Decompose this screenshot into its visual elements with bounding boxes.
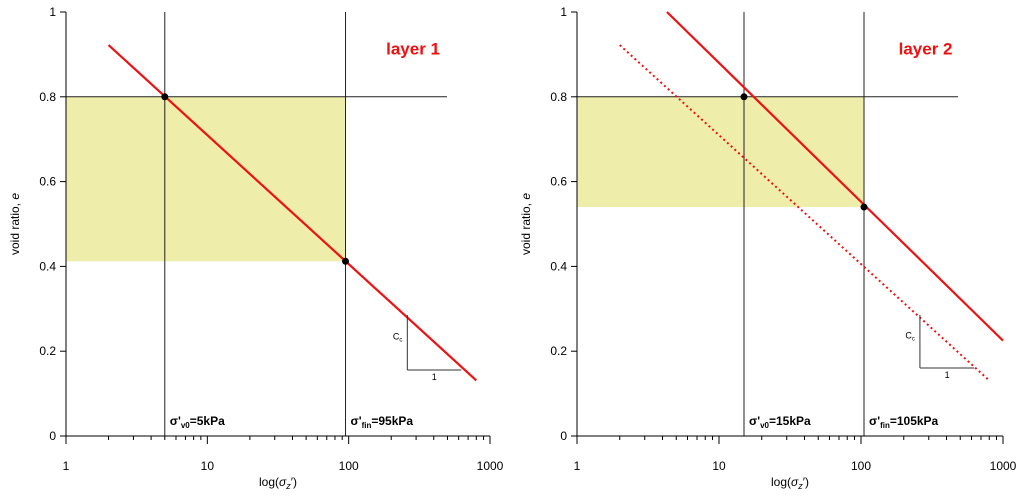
stress-annotation: σ'fin=105kPa bbox=[869, 414, 939, 430]
series-line-solid bbox=[107, 44, 478, 382]
shaded-band bbox=[577, 96, 865, 208]
y-tick-label: 0.6 bbox=[550, 175, 567, 189]
y-tick-label: 0 bbox=[49, 429, 56, 443]
slope-label: Cc bbox=[905, 331, 915, 343]
stress-annotation-part: =95kPa bbox=[371, 414, 413, 428]
data-point bbox=[860, 203, 868, 211]
x-axis-label-part: σ bbox=[791, 475, 799, 489]
x-tick-label: 1 bbox=[574, 459, 581, 473]
stress-annotation-part: =15kPa bbox=[769, 414, 811, 428]
slope-run-label: 1 bbox=[432, 372, 437, 382]
stress-annotation-part: σ' bbox=[170, 414, 181, 428]
y-axis-label: void ratio, e bbox=[8, 193, 22, 255]
y-axis-label-part: void ratio, bbox=[519, 200, 533, 255]
slope-label-part: C bbox=[905, 331, 912, 341]
y-axis-label-part: e bbox=[8, 193, 22, 200]
x-axis-label-part: z bbox=[285, 481, 291, 491]
slope-run-label: 1 bbox=[945, 370, 950, 380]
x-axis-label: log(σz′) bbox=[771, 475, 809, 491]
y-tick-label: 0.8 bbox=[39, 90, 56, 104]
x-axis-label-part: ′) bbox=[803, 475, 809, 489]
y-tick-label: 1 bbox=[49, 5, 56, 19]
x-tick-label: 1000 bbox=[477, 459, 504, 473]
series-line-solid bbox=[666, 11, 1004, 342]
stress-annotation-part: σ' bbox=[869, 414, 880, 428]
x-axis-label-part: log( bbox=[771, 475, 791, 489]
x-tick-label: 1000 bbox=[990, 459, 1017, 473]
y-tick-label: 0.4 bbox=[550, 259, 567, 273]
y-tick-label: 1 bbox=[560, 5, 567, 19]
stress-annotation-part: fin bbox=[880, 421, 890, 430]
x-axis-label-part: ′) bbox=[291, 475, 297, 489]
x-axis-label-part: log( bbox=[259, 475, 279, 489]
stress-annotation: σ'fin=95kPa bbox=[351, 414, 414, 430]
y-axis-label-part: void ratio, bbox=[8, 200, 22, 255]
slope-label-part: c bbox=[912, 337, 915, 343]
y-tick-label: 0 bbox=[560, 429, 567, 443]
shaded-band bbox=[66, 96, 346, 262]
stress-annotation: σ'v0=5kPa bbox=[170, 414, 225, 430]
x-axis-label-part: z bbox=[797, 481, 803, 491]
x-tick-label: 100 bbox=[339, 459, 359, 473]
x-tick-label: 100 bbox=[851, 459, 871, 473]
slope-label-part: c bbox=[399, 338, 402, 344]
data-point bbox=[740, 93, 748, 101]
y-tick-label: 0.8 bbox=[550, 90, 567, 104]
chart-title: layer 2 bbox=[899, 39, 953, 58]
slope-label: Cc bbox=[393, 332, 403, 344]
data-point bbox=[342, 257, 350, 265]
data-point bbox=[161, 93, 169, 101]
stress-annotation-part: =105kPa bbox=[890, 414, 939, 428]
y-tick-label: 0.6 bbox=[39, 175, 56, 189]
slope-label-part: C bbox=[393, 332, 400, 342]
x-tick-label: 1 bbox=[63, 459, 70, 473]
stress-annotation-part: σ' bbox=[351, 414, 362, 428]
y-axis-label: void ratio, e bbox=[519, 193, 533, 255]
x-axis-label: log(σz′) bbox=[259, 475, 297, 491]
y-tick-label: 0.2 bbox=[39, 344, 56, 358]
y-axis-label-part: e bbox=[519, 193, 533, 200]
stress-annotation: σ'v0=15kPa bbox=[749, 414, 811, 430]
stress-annotation-part: σ' bbox=[749, 414, 760, 428]
chart-panel-1: 0 0.2 0.4 0.6 0.8 1 1 10 100 1000 log(σz′) void rat… bbox=[8, 5, 504, 491]
chart-title: layer 1 bbox=[386, 39, 440, 58]
stress-annotation-part: fin bbox=[362, 421, 372, 430]
x-tick-label: 10 bbox=[712, 459, 726, 473]
stress-annotation-part: v0 bbox=[760, 421, 769, 430]
chart-panel-2: 0 0.2 0.4 0.6 0.8 1 1 10 100 1000 log(σz′) void rat… bbox=[519, 5, 1017, 491]
stress-annotation-part: v0 bbox=[181, 421, 190, 430]
y-tick-label: 0.2 bbox=[550, 344, 567, 358]
stress-annotation-part: =5kPa bbox=[190, 414, 225, 428]
series-line-dotted bbox=[619, 44, 990, 382]
x-axis-label-part: σ bbox=[279, 475, 287, 489]
y-tick-label: 0.4 bbox=[39, 259, 56, 273]
x-tick-label: 10 bbox=[201, 459, 215, 473]
